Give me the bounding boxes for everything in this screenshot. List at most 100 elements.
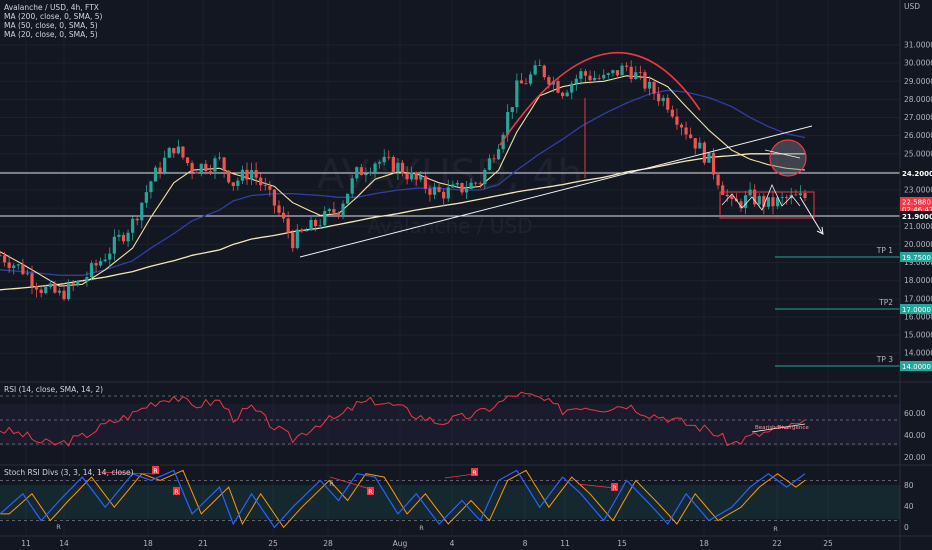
candle-body <box>762 196 766 207</box>
candle-body <box>730 196 734 200</box>
tag-high-bg <box>900 168 932 178</box>
ma200-line <box>0 153 805 291</box>
rsi-title: RSI (14, close, SMA, 14, 2) <box>4 385 103 394</box>
candle-body <box>469 182 473 189</box>
candle-body <box>163 157 167 173</box>
candle-body <box>410 172 414 180</box>
candle-body <box>176 146 180 154</box>
time-tick-label: 25 <box>823 539 833 548</box>
candle-body <box>327 209 331 212</box>
candle-body <box>510 107 514 113</box>
tag-tp1: 19.7500 <box>902 254 931 262</box>
rsi-line <box>0 391 806 447</box>
candle-body <box>670 109 674 117</box>
time-tick-label: 22 <box>772 539 782 548</box>
tag-current-bg <box>900 197 932 214</box>
stoch-marker-bg <box>367 487 374 495</box>
candle-body <box>117 234 121 237</box>
rsi-tick-40: 40.00 <box>904 431 926 440</box>
candle-body <box>428 188 432 195</box>
candle-body <box>556 81 560 93</box>
candle-body <box>574 78 578 84</box>
candle-body <box>67 283 71 300</box>
tag-tp1-bg <box>900 252 932 262</box>
candle-body <box>451 184 455 188</box>
candle-body <box>432 187 437 195</box>
candle-body <box>268 186 272 190</box>
candle-body <box>707 152 711 163</box>
candle-body <box>80 281 84 282</box>
candle-body <box>295 229 299 249</box>
tag-tp2-bg <box>900 304 932 314</box>
price-tick-label: 27.0000 <box>904 113 932 122</box>
candle-body <box>2 255 7 263</box>
time-tick-label: 11 <box>21 539 31 548</box>
candle-body <box>702 142 706 163</box>
candle-body <box>131 218 135 233</box>
candle-body <box>144 192 148 203</box>
candle-body <box>524 83 528 85</box>
symbol-title: Avalanche / USD, 4h, FTX <box>4 3 99 12</box>
candle-body <box>474 182 478 184</box>
rsi-tick-20: 20.00 <box>904 453 926 462</box>
candle-body <box>405 173 409 180</box>
candle-body <box>533 65 537 75</box>
stoch-k-line <box>0 469 806 529</box>
candle-body <box>647 81 652 89</box>
candle-body <box>780 197 784 198</box>
candlestick-series <box>0 59 807 302</box>
tag-tp3: 14.0000 <box>902 363 931 371</box>
candle-body <box>236 180 240 186</box>
candle-body <box>121 234 126 242</box>
candle-body <box>679 124 684 128</box>
candle-body <box>387 156 391 158</box>
candle-body <box>711 152 716 175</box>
candle-body <box>272 189 277 206</box>
candle-body <box>478 183 482 185</box>
time-tick-label: 25 <box>268 539 278 548</box>
rsi-divergence-line <box>751 423 806 433</box>
candle-body <box>597 77 601 79</box>
price-axis-bg <box>900 0 932 550</box>
candle-body <box>364 173 368 176</box>
candle-body <box>108 253 112 260</box>
price-tick-label: 15.0000 <box>904 331 932 340</box>
candle-body <box>300 229 304 232</box>
candle-body <box>249 170 254 180</box>
stoch-divergence-line <box>97 471 156 475</box>
candle-body <box>515 80 519 108</box>
candle-body <box>309 220 313 231</box>
candle-body <box>414 172 418 180</box>
candle-body <box>588 75 592 81</box>
tag-current: 22.5880 <box>902 199 931 207</box>
candle-body <box>181 146 185 158</box>
candle-body <box>204 163 208 172</box>
time-tick-label: Aug <box>393 539 408 548</box>
stoch-marker-bg <box>152 466 159 474</box>
candle-body <box>21 264 25 275</box>
candle-body <box>716 174 720 186</box>
candle-body <box>34 286 39 290</box>
candle-body <box>336 212 341 215</box>
consolidation-box <box>719 191 815 219</box>
tp1-label: TP 1 <box>876 246 893 255</box>
candle-body <box>30 273 34 287</box>
candle-body <box>167 148 171 158</box>
candle-body <box>332 209 336 213</box>
candle-body <box>355 167 359 179</box>
candle-body <box>460 182 464 193</box>
candle-body <box>643 72 647 89</box>
candle-body <box>442 191 446 199</box>
candle-body <box>528 74 533 84</box>
candle-body <box>346 193 350 204</box>
candle-body <box>172 148 176 154</box>
candle-body <box>757 196 761 205</box>
stoch-tick-80: 80 <box>904 481 914 490</box>
candle-body <box>89 263 94 278</box>
candle-body <box>149 181 153 193</box>
candle-body <box>615 70 620 76</box>
stoch-marker-bg <box>611 483 618 491</box>
candle-body <box>85 277 89 282</box>
triangle-pattern <box>721 184 801 211</box>
price-tick-label: 21.0000 <box>904 222 932 231</box>
